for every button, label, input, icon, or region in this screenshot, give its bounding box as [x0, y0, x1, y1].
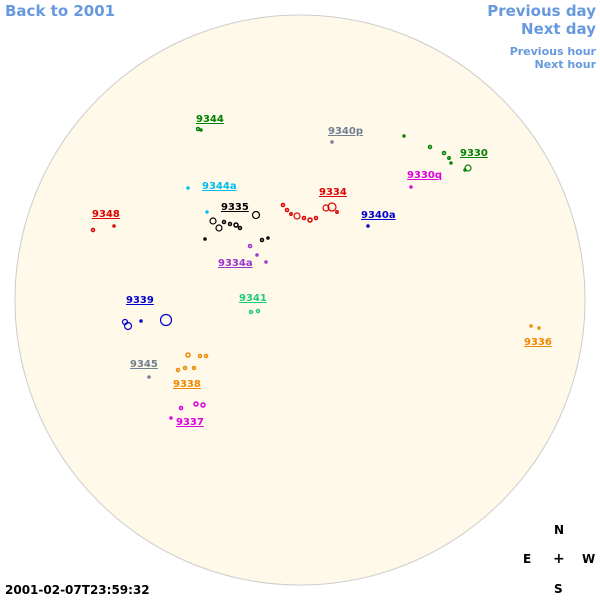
solar-disk — [14, 14, 586, 586]
sunspot-9335-5 — [237, 225, 243, 231]
region-label-9339[interactable]: 9339 — [126, 295, 154, 306]
sunspot-9330-6 — [463, 168, 467, 172]
region-label-9344[interactable]: 9344 — [196, 114, 224, 125]
sunspot-9334-6 — [313, 215, 319, 221]
region-label-9330q[interactable]: 9330q — [407, 170, 442, 181]
sunspot-9339-1 — [123, 321, 133, 331]
sunspot-9334-4 — [301, 215, 307, 221]
sunspot-9348-0 — [90, 227, 96, 233]
sunspot-9336-0 — [529, 324, 533, 328]
region-label-9334a[interactable]: 9334a — [218, 258, 253, 269]
next-hour-link[interactable]: Next hour — [534, 58, 597, 71]
sunspot-9344a-0 — [186, 186, 190, 190]
sunspot-9335-4 — [233, 222, 239, 228]
compass-west: W — [582, 552, 596, 566]
sunspot-9339-3 — [159, 313, 173, 327]
sunspot-9335-9 — [266, 236, 270, 240]
region-label-9345[interactable]: 9345 — [130, 359, 158, 370]
sunspot-9338-1 — [197, 353, 203, 359]
sunspot-9337-3 — [169, 416, 173, 420]
sunspot-9344-1 — [199, 128, 203, 132]
sunspot-9330-2 — [441, 150, 447, 156]
sunspot-9337-1 — [193, 401, 199, 407]
region-labels: 9344 9340p 9330 9344a 9334 9330q 9348 9335 9340a… — [92, 114, 552, 428]
previous-hour-link[interactable]: Previous hour — [509, 45, 596, 58]
sunspot-9338-2 — [203, 353, 209, 359]
sunspot-9338-3 — [175, 367, 181, 373]
sunspot-9335-8 — [259, 237, 265, 243]
next-day-link[interactable]: Next day — [521, 20, 596, 38]
sunspot-9330-3 — [447, 156, 451, 160]
region-label-9335[interactable]: 9335 — [221, 202, 249, 213]
sunspot-9344-0 — [195, 126, 201, 132]
sunspot-9341-1 — [255, 308, 261, 314]
sunspot-9334-1 — [284, 207, 290, 213]
sunspot-9337-0 — [178, 405, 184, 411]
region-label-9340p[interactable]: 9340p — [328, 126, 363, 137]
compass-center: + — [553, 551, 565, 567]
sunspot-9334-7 — [322, 204, 330, 212]
sunspot-9334a-0 — [247, 243, 253, 249]
sunspot-9335-3 — [227, 221, 233, 227]
sunspot-9330-1 — [427, 144, 433, 150]
sunspot-9330q-0 — [409, 185, 413, 189]
region-label-9330[interactable]: 9330 — [460, 148, 488, 159]
region-label-9341[interactable]: 9341 — [239, 293, 267, 304]
region-label-9348[interactable]: 9348 — [92, 209, 120, 220]
region-label-9336[interactable]: 9336 — [524, 337, 552, 348]
sunspot-9334a-2 — [264, 260, 268, 264]
sunspot-9334-8 — [327, 202, 337, 212]
observation-timestamp: 2001-02-07T23:59:32 — [5, 583, 150, 597]
sunspot-9335-1 — [215, 224, 223, 232]
sunspot-9335-6 — [203, 237, 207, 241]
sunspot-9340p-0 — [330, 140, 334, 144]
compass-north: N — [554, 523, 565, 537]
sunspot-9335-0 — [209, 217, 217, 225]
sunspot-9334-3 — [293, 212, 301, 220]
sunspot-9348-1 — [112, 224, 116, 228]
sunspot-groups — [90, 126, 541, 420]
sunspot-9334-0 — [280, 202, 286, 208]
compass-east: E — [523, 552, 532, 566]
sunspot-9345-0 — [147, 375, 151, 379]
region-label-9337[interactable]: 9337 — [176, 417, 204, 428]
sunspot-9341-0 — [248, 309, 254, 315]
region-label-9334[interactable]: 9334 — [319, 187, 347, 198]
sunspot-9334-9 — [335, 210, 339, 214]
sunspot-9330-4 — [449, 161, 453, 165]
compass-south: S — [554, 582, 563, 596]
sunspot-9330-0 — [402, 134, 406, 138]
sunspot-9335-2 — [221, 219, 227, 225]
previous-day-link[interactable]: Previous day — [487, 2, 596, 20]
region-label-9344a[interactable]: 9344a — [202, 181, 237, 192]
sunspot-9334-5 — [307, 217, 313, 223]
sunspot-9335-7 — [251, 210, 261, 220]
sunspot-9340a-0 — [366, 224, 370, 228]
sunspot-9338-0 — [185, 352, 191, 358]
region-label-9338[interactable]: 9338 — [173, 379, 201, 390]
sunspot-9338-4 — [182, 365, 188, 371]
sunspot-9338-5 — [191, 365, 197, 371]
sunspot-9334a-1 — [255, 253, 259, 257]
sunspot-9334-2 — [289, 212, 293, 216]
sunspot-9344a-1 — [205, 210, 209, 214]
sunspot-9336-1 — [537, 326, 541, 330]
sunspot-9330-5 — [464, 164, 472, 172]
sunspot-9339-2 — [139, 319, 143, 323]
region-label-9340a[interactable]: 9340a — [361, 210, 396, 221]
sunspot-9337-2 — [200, 402, 206, 408]
back-to-year-link[interactable]: Back to 2001 — [5, 2, 116, 20]
